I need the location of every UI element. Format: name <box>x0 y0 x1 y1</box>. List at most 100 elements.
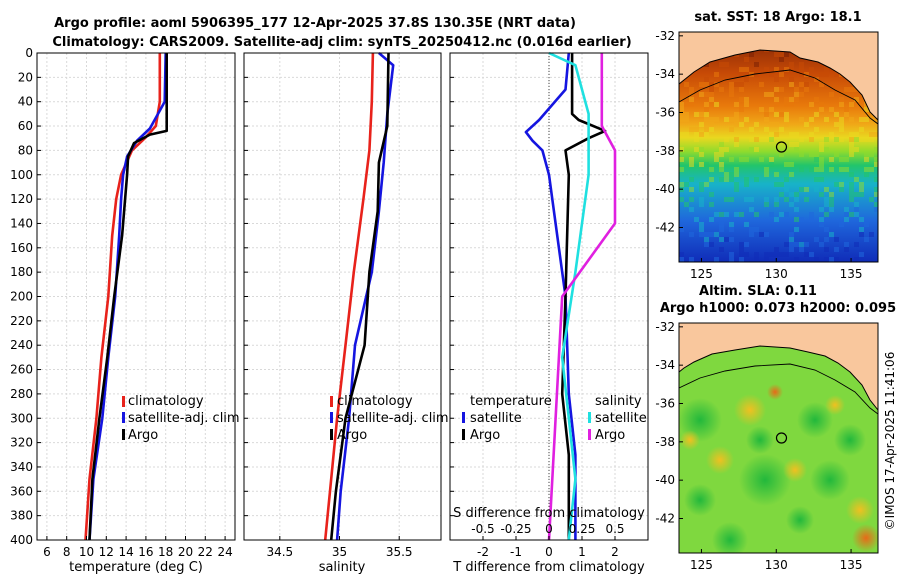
sst-pixel <box>729 197 734 202</box>
sst-pixel <box>719 212 724 217</box>
sst-pixel <box>809 132 814 137</box>
sst-pixel <box>769 132 774 137</box>
sst-pixel <box>734 172 739 177</box>
tick-label-y: 0 <box>25 46 33 60</box>
legend-argo-label: Argo <box>128 428 158 443</box>
sst-pixel <box>704 122 709 127</box>
sla-anomaly-patch <box>739 454 791 506</box>
legend-satellite-label: satellite-adj. clim <box>128 411 240 426</box>
sst-pixel <box>744 67 749 72</box>
sla-anomaly-patch <box>680 430 700 450</box>
sst-pixel <box>749 137 754 142</box>
sst-pixel <box>719 227 724 232</box>
sst-pixel <box>699 162 704 167</box>
sst-pixel <box>774 77 779 82</box>
sst-pixel <box>714 257 719 262</box>
map-tick-label-y: -38 <box>655 144 675 158</box>
sst-pixel <box>804 197 809 202</box>
sst-pixel <box>689 97 694 102</box>
sst-pixel <box>749 207 754 212</box>
sst-pixel <box>839 97 844 102</box>
sst-pixel <box>679 252 684 257</box>
sst-pixel <box>679 117 684 122</box>
sst-pixel <box>809 167 814 172</box>
sst-pixel <box>794 217 799 222</box>
sst-pixel <box>819 167 824 172</box>
tick-label-x-salinity: 0 <box>545 522 553 536</box>
tick-label-x: 24 <box>217 545 232 559</box>
sst-pixel <box>779 52 784 57</box>
sst-pixel <box>864 152 869 157</box>
temperature-legend: climatology satellite-adj. clim Argo <box>122 394 240 443</box>
sst-pixel <box>729 172 734 177</box>
map-tick-label-x: 130 <box>765 267 788 281</box>
sla-map-title-line1: Altim. SLA: 0.11 <box>699 284 817 299</box>
sst-pixel <box>864 137 869 142</box>
sla-map-ticks: 125 130 135 -32 -34 -36 -38 -40 -42 <box>655 320 862 572</box>
sst-pixel <box>709 167 714 172</box>
sst-pixel <box>774 102 779 107</box>
tick-label-y: 40 <box>18 95 33 109</box>
temperature-panel: 0 20 40 60 80 100 120 140 160 180 200 220 240 260 280 3… <box>10 46 240 575</box>
sst-map: sat. SST: 18 Argo: 18.1 125 130 135 -32 -34 -… <box>655 10 879 281</box>
tick-label-x: 18 <box>158 545 173 559</box>
sst-pixel <box>784 52 789 57</box>
sst-pixel <box>749 147 754 152</box>
sla-land <box>679 323 878 410</box>
sst-pixel <box>724 62 729 67</box>
sst-pixel <box>814 97 819 102</box>
sst-pixel <box>824 67 829 72</box>
tick-label-y: 300 <box>10 411 33 425</box>
sst-pixel <box>869 137 874 142</box>
sst-pixel <box>819 142 824 147</box>
sst-pixel <box>829 157 834 162</box>
temperature-grid <box>37 52 235 541</box>
sst-pixel <box>854 137 859 142</box>
sst-pixel <box>814 127 819 132</box>
sst-pixel <box>819 192 824 197</box>
sst-pixel <box>704 77 709 82</box>
sst-pixel <box>799 167 804 172</box>
sst-pixel <box>714 72 719 77</box>
sst-pixel <box>714 82 719 87</box>
sst-pixel <box>789 237 794 242</box>
sst-pixel <box>809 152 814 157</box>
sst-pixel <box>859 117 864 122</box>
sst-pixel <box>784 102 789 107</box>
map-tick-label-y: -36 <box>655 106 675 120</box>
sst-pixel <box>774 247 779 252</box>
sst-pixel <box>689 187 694 192</box>
map-tick-label-x: 125 <box>690 558 713 572</box>
sst-pixel <box>844 207 849 212</box>
sst-pixel <box>789 142 794 147</box>
sst-pixel <box>779 112 784 117</box>
sst-pixel <box>799 187 804 192</box>
sst-pixel <box>754 137 759 142</box>
sst-pixel <box>844 217 849 222</box>
sst-pixel <box>699 227 704 232</box>
s-legend-satellite-swatch <box>588 412 591 423</box>
sst-pixel <box>719 142 724 147</box>
tick-label-x: 35.5 <box>386 545 413 559</box>
sst-pixel <box>819 162 824 167</box>
sst-pixel <box>754 212 759 217</box>
sal-legend-climatology-swatch <box>330 396 333 407</box>
sst-pixel <box>704 162 709 167</box>
sst-pixel <box>854 97 859 102</box>
sst-pixel <box>724 177 729 182</box>
s-legend-argo-swatch <box>588 429 591 440</box>
sst-map-title: sat. SST: 18 Argo: 18.1 <box>694 10 861 25</box>
sst-pixel <box>734 112 739 117</box>
sst-pixel <box>729 237 734 242</box>
sst-pixel <box>779 57 784 62</box>
sst-pixel <box>849 187 854 192</box>
tick-label-x: 14 <box>118 545 133 559</box>
sst-pixel <box>764 137 769 142</box>
sst-pixel <box>794 97 799 102</box>
temperature-series <box>84 52 168 541</box>
sst-pixel <box>789 132 794 137</box>
sst-pixel <box>809 67 814 72</box>
sst-pixel <box>724 197 729 202</box>
sst-pixel <box>834 137 839 142</box>
sst-pixel <box>849 147 854 152</box>
